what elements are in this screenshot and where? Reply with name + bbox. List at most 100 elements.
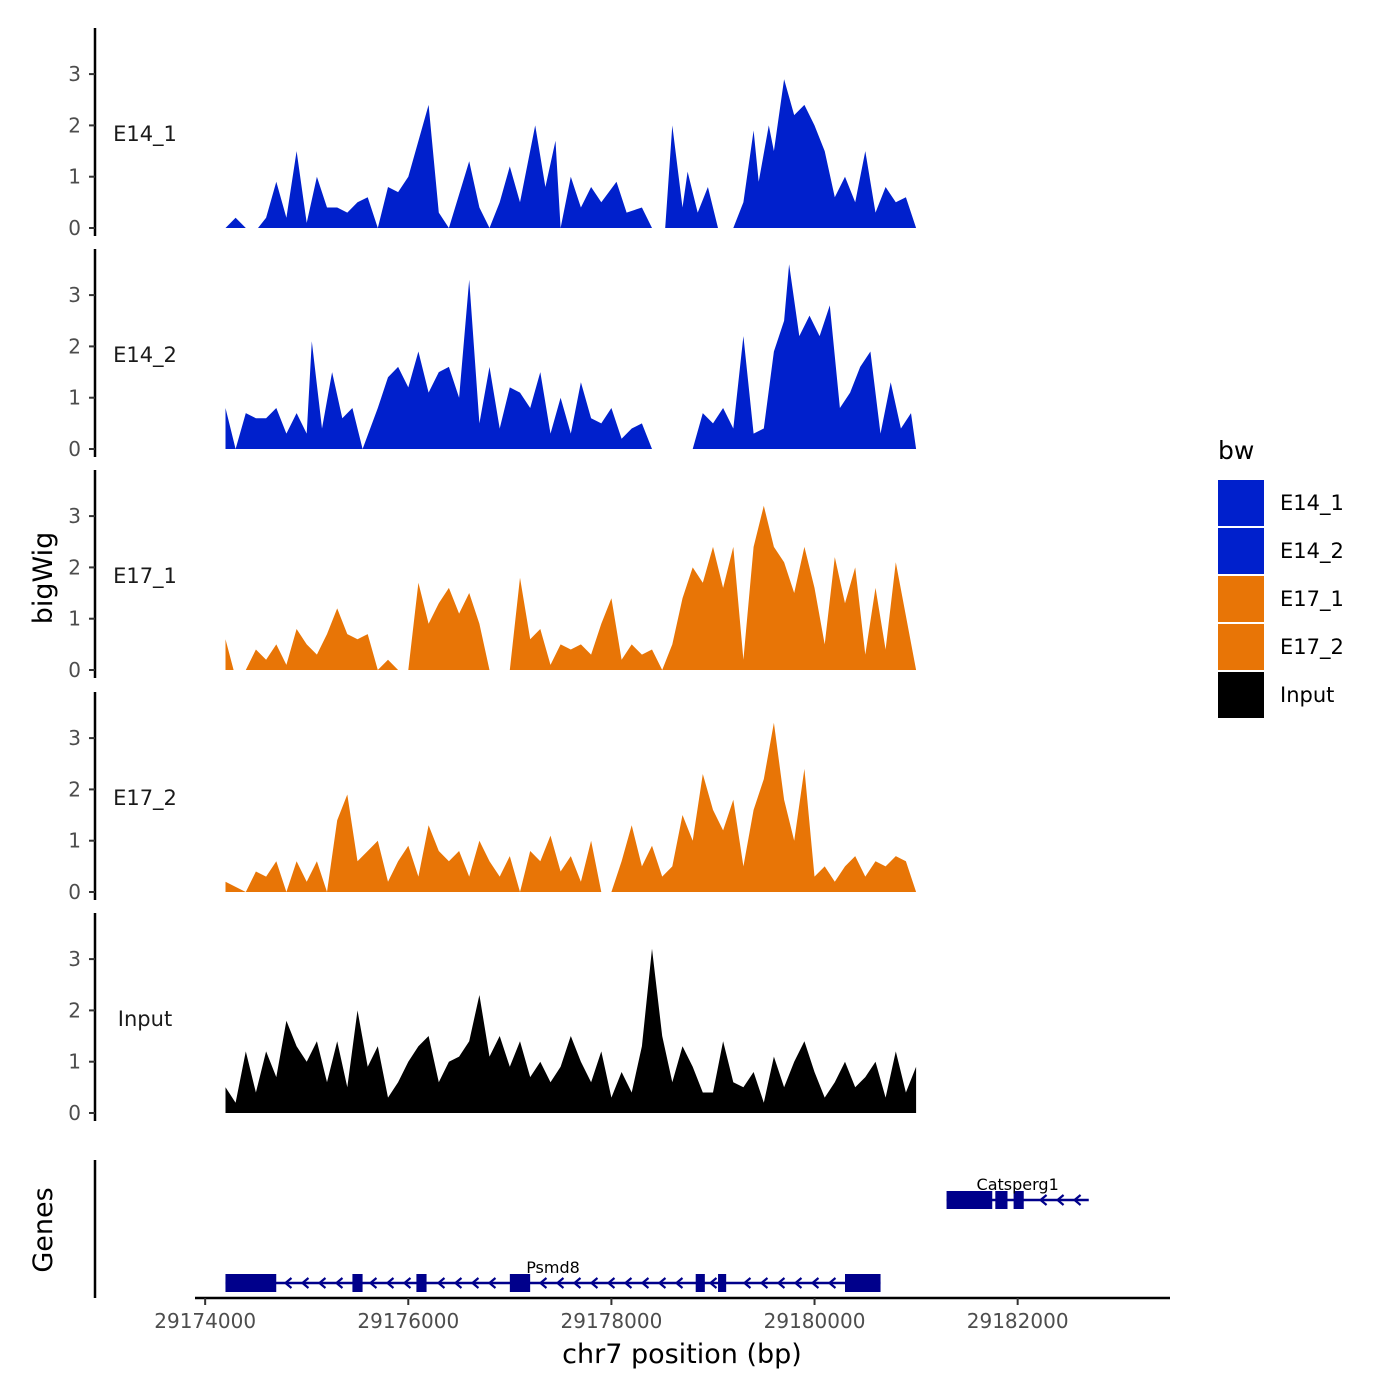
strand-arrow (674, 1277, 684, 1289)
track-label: Input (118, 1007, 172, 1031)
gene-exon (995, 1191, 1008, 1209)
y-tick-label: 1 (68, 386, 81, 410)
y-tick-label: 0 (68, 216, 81, 240)
track-label: E17_2 (113, 786, 177, 811)
y-tick-label: 3 (68, 62, 81, 86)
gene-exon (946, 1191, 993, 1209)
strand-arrow (385, 1277, 395, 1289)
y-tick-label: 3 (68, 726, 81, 750)
strand-arrow (708, 1277, 718, 1289)
strand-arrow (572, 1277, 582, 1289)
track-label: E14_1 (113, 122, 177, 147)
x-axis: 29174000 29176000 29178000 29180000 29182000 (154, 1296, 1170, 1333)
strand-arrow (776, 1277, 786, 1289)
strand-arrow (368, 1277, 378, 1289)
y-tick-label: 0 (68, 437, 81, 461)
x-axis-title: chr7 position (bp) (562, 1339, 802, 1370)
x-tick-label: 29180000 (764, 1309, 866, 1333)
legend-label: Input (1280, 683, 1334, 707)
strand-arrow (470, 1277, 480, 1289)
track-label: E14_2 (113, 343, 177, 368)
coverage-area-Input (225, 948, 917, 1113)
y-tick-label: 1 (68, 607, 81, 631)
strand-arrow (453, 1277, 463, 1289)
legend-label: E17_1 (1280, 587, 1344, 612)
strand-arrow (742, 1277, 752, 1289)
legend-swatch-E14_1 (1218, 480, 1264, 526)
track-E14_1: 0 1 2 3 E14_1 (68, 28, 917, 240)
legend-swatch-Input (1218, 672, 1264, 718)
gene-exon (845, 1274, 881, 1292)
y-tick-label: 2 (68, 334, 81, 358)
x-tick-label: 29182000 (967, 1309, 1069, 1333)
strand-arrow (402, 1277, 412, 1289)
strand-arrow (436, 1277, 446, 1289)
y-tick-label: 3 (68, 504, 81, 528)
gene-label: Psmd8 (526, 1258, 580, 1277)
legend-title: bw (1218, 436, 1254, 465)
y-axis-title: bigWig (28, 532, 59, 625)
genes-layer: Psmd8 Catsperg1 (93, 1160, 1089, 1298)
y-tick-label: 2 (68, 777, 81, 801)
legend-label: E14_1 (1280, 491, 1344, 516)
gene-exon (416, 1274, 427, 1292)
legend-label: E17_2 (1280, 635, 1344, 660)
strand-arrow (640, 1277, 650, 1289)
genes-panel-title: Genes (28, 1187, 59, 1272)
strand-arrow (1072, 1194, 1082, 1206)
y-tick-label: 1 (68, 1050, 81, 1074)
strand-arrow (810, 1277, 820, 1289)
strand-arrow (589, 1277, 599, 1289)
y-tick-label: 3 (68, 283, 81, 307)
coverage-area-E14_1 (225, 79, 917, 228)
gene-exon (718, 1274, 727, 1292)
legend: bw E14_1 E14_2 E17_1 E17_2 Input (1218, 436, 1344, 718)
gene-exon (225, 1274, 277, 1292)
gene-Psmd8: Psmd8 (225, 1258, 881, 1292)
tracks-layer: 0 1 2 3 E14_1 0 1 2 3 E14_2 0 1 2 3 E17_1 0 1 2 3 E17_2 0 1 2 3… (68, 28, 917, 1125)
strand-arrow (300, 1277, 310, 1289)
strand-arrow (606, 1277, 616, 1289)
track-E14_2: 0 1 2 3 E14_2 (68, 249, 917, 461)
y-tick-label: 2 (68, 555, 81, 579)
coverage-area-E17_2 (225, 722, 917, 892)
strand-arrow (487, 1277, 497, 1289)
y-tick-label: 1 (68, 165, 81, 189)
gene-exon (695, 1274, 705, 1292)
gene-Catsperg1: Catsperg1 (946, 1175, 1089, 1209)
x-tick-label: 29178000 (561, 1309, 663, 1333)
y-tick-label: 3 (68, 947, 81, 971)
track-label: E17_1 (113, 564, 177, 589)
y-tick-label: 0 (68, 1101, 81, 1125)
legend-swatch-E17_2 (1218, 624, 1264, 670)
coverage-area-E14_2 (225, 264, 917, 449)
y-tick-label: 0 (68, 658, 81, 682)
strand-arrow (555, 1277, 565, 1289)
strand-arrow (1038, 1194, 1048, 1206)
legend-swatch-E17_1 (1218, 576, 1264, 622)
strand-arrow (793, 1277, 803, 1289)
strand-arrow (657, 1277, 667, 1289)
legend-swatch-E14_2 (1218, 528, 1264, 574)
track-Input: 0 1 2 3 Input (68, 913, 917, 1125)
strand-arrow (759, 1277, 769, 1289)
gene-label: Catsperg1 (977, 1175, 1059, 1194)
gene-exon (352, 1274, 363, 1292)
gene-exon (509, 1274, 531, 1292)
strand-arrow (334, 1277, 344, 1289)
strand-arrow (283, 1277, 293, 1289)
legend-label: E14_2 (1280, 539, 1344, 564)
gene-exon (1013, 1191, 1024, 1209)
track-E17_1: 0 1 2 3 E17_1 (68, 470, 917, 682)
strand-arrow (538, 1277, 548, 1289)
x-tick-label: 29174000 (154, 1309, 256, 1333)
coverage-area-E17_1 (225, 505, 917, 670)
strand-arrow (1055, 1194, 1065, 1206)
y-tick-label: 2 (68, 113, 81, 137)
strand-arrow (317, 1277, 327, 1289)
strand-arrow (827, 1277, 837, 1289)
strand-arrow (623, 1277, 633, 1289)
x-tick-label: 29176000 (357, 1309, 459, 1333)
